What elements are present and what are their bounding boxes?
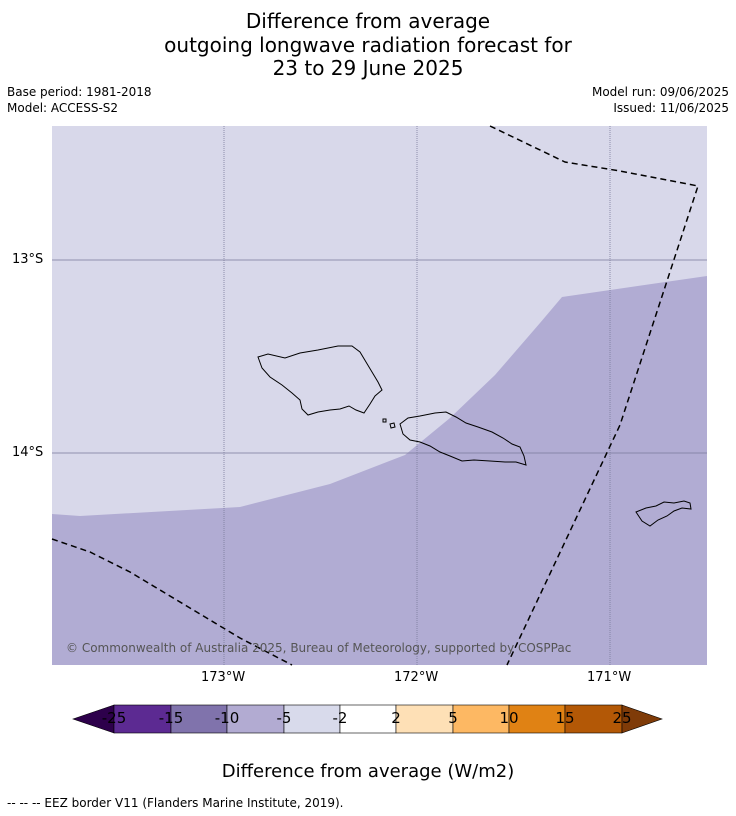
model-run: Model run: 09/06/2025 — [591, 85, 729, 99]
eez-borders — [51, 125, 699, 666]
colorbar-arrow-high — [621, 704, 663, 734]
lat-label-14s: 14°S — [12, 445, 44, 460]
lon-label-171w: 171°W — [587, 670, 632, 685]
coastlines — [257, 345, 692, 527]
colorbar-label: 5 — [448, 709, 458, 727]
issued-date: Issued: 11/06/2025 — [613, 101, 729, 115]
colorbar-bin-5 — [339, 704, 397, 734]
title-line-1: Difference from average — [245, 9, 491, 33]
region-dark — [52, 276, 707, 665]
colorbar-label: -2 — [332, 709, 348, 727]
colorbar-label: 2 — [391, 709, 401, 727]
base-period: Base period: 1981-2018 — [7, 85, 152, 99]
copyright-notice: © Commonwealth of Australia 2025, Bureau… — [66, 641, 572, 655]
colorbar-title: Difference from average (W/m2) — [221, 761, 515, 782]
island-upolu — [399, 411, 527, 466]
eez-footnote: -- -- -- EEZ border V11 (Flanders Marine… — [7, 796, 344, 810]
island-tutuila — [635, 500, 692, 527]
colorbar-bin-7 — [452, 704, 510, 734]
island-manono — [382, 418, 387, 423]
colorbar-label: -5 — [276, 709, 292, 727]
colorbar-label: -10 — [214, 709, 240, 727]
model-name: Model: ACCESS-S2 — [7, 101, 119, 115]
lat-label-13s: 13°S — [12, 252, 44, 267]
colorbar-bin-4 — [283, 704, 341, 734]
colorbar — [72, 704, 663, 734]
graticule — [52, 126, 707, 665]
eez-border-southwest — [51, 538, 293, 666]
colorbar-label: 25 — [612, 709, 632, 727]
eez-border-north — [489, 125, 699, 666]
island-apolima — [389, 422, 396, 429]
colorbar-label: -15 — [158, 709, 184, 727]
lon-label-173w: 173°W — [201, 670, 246, 685]
colorbar-label: 15 — [555, 709, 575, 727]
colorbar-label: -25 — [101, 709, 127, 727]
title-line-2: outgoing longwave radiation forecast for — [164, 33, 572, 57]
colorbar-bin-8 — [508, 704, 566, 734]
colorbar-bin-6 — [395, 704, 454, 734]
colorbar-label: 10 — [499, 709, 519, 727]
colorbar-bin-3 — [226, 704, 285, 734]
lon-label-172w: 172°W — [394, 670, 439, 685]
island-savaii — [257, 345, 383, 416]
title-line-3: 23 to 29 June 2025 — [272, 56, 464, 80]
